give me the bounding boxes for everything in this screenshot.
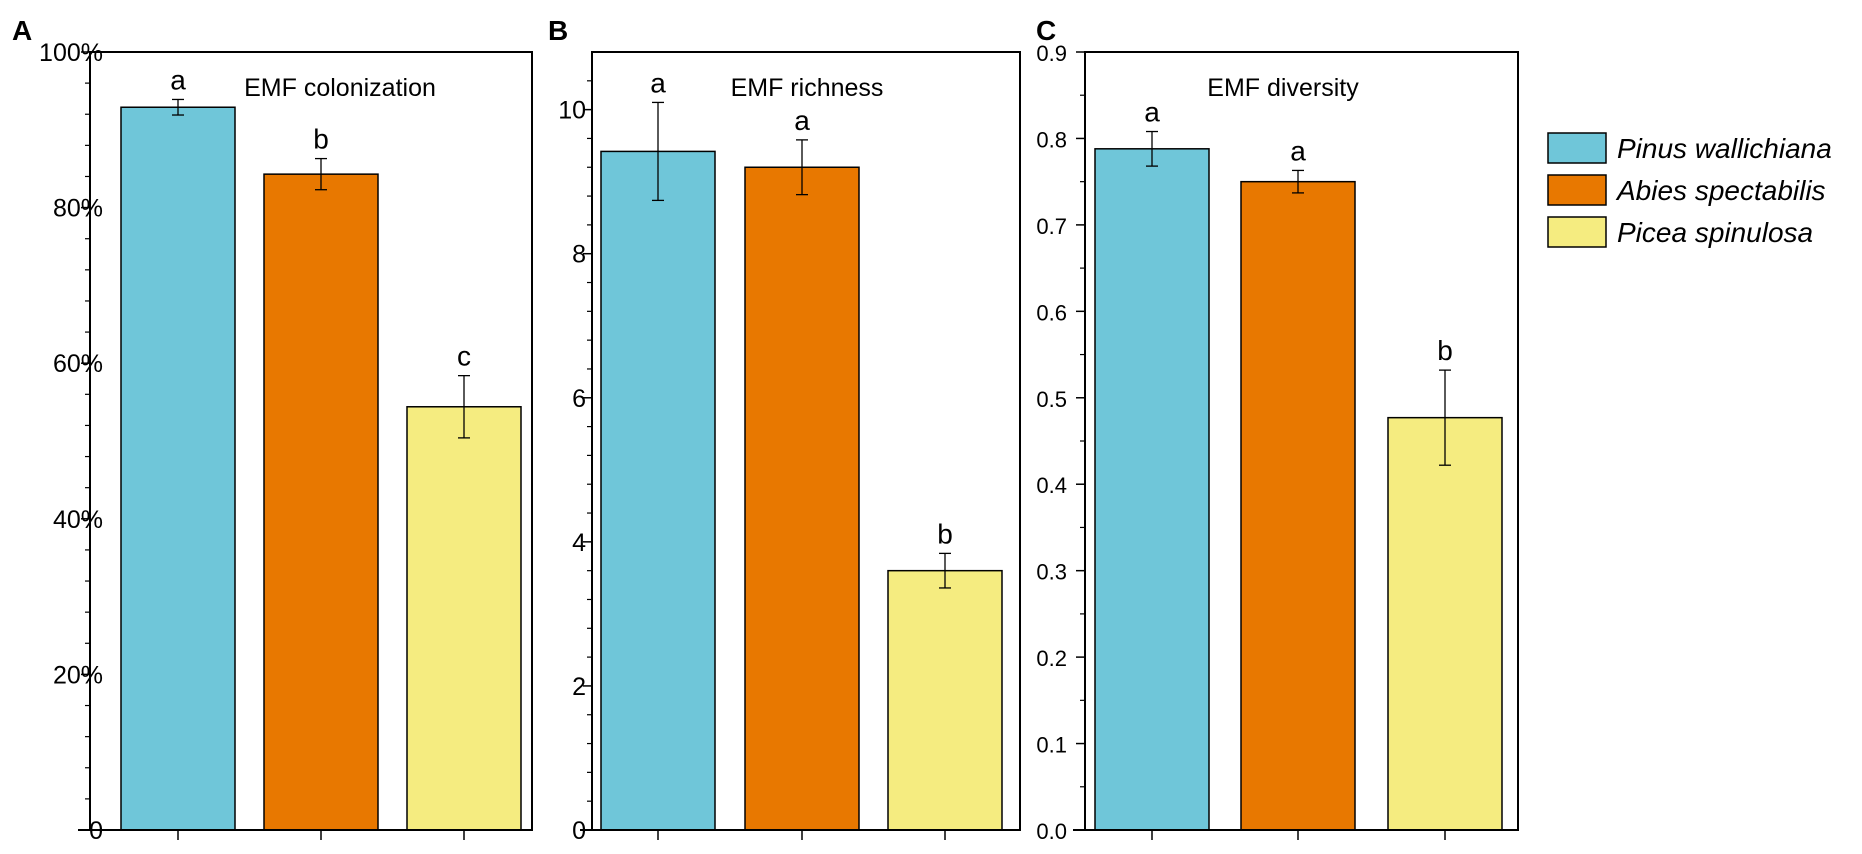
y-tick-label: 6 xyxy=(572,385,586,413)
error-bar-picea-spinulosa xyxy=(458,374,470,439)
y-tick-label: 0.3 xyxy=(1036,560,1067,585)
panel-a: Aa b c 0 20% 40% 60% 80% 100% EMF colonization xyxy=(12,15,533,845)
legend-label: Abies spectabilis xyxy=(1615,175,1826,206)
y-tick-label: 8 xyxy=(572,241,586,269)
panel-letter: B xyxy=(548,15,568,46)
significance-letter: a xyxy=(1144,97,1160,128)
significance-letter: a xyxy=(1290,135,1306,166)
y-tick-label: 20% xyxy=(53,661,103,689)
y-tick-label: 0.0 xyxy=(1036,819,1067,844)
y-tick-label: 4 xyxy=(572,529,586,557)
y-tick-label: 0 xyxy=(89,817,103,845)
bar-picea-spinulosa[interactable] xyxy=(887,569,1003,831)
panel-title: EMF richness xyxy=(731,74,884,102)
bar-picea-spinulosa[interactable] xyxy=(1387,416,1503,831)
y-tick-label: 0 xyxy=(572,817,586,845)
legend-swatch xyxy=(1547,174,1607,206)
panel-b: Ba a b 0 2 4 6 8 10 EMF richness xyxy=(548,15,1021,845)
legend-item-abies-spectabilis[interactable]: Abies spectabilis xyxy=(1547,174,1826,206)
y-tick-label: 0.6 xyxy=(1036,300,1067,325)
y-tick-label: 0.2 xyxy=(1036,646,1067,671)
y-tick-label: 0.7 xyxy=(1036,214,1067,239)
y-tick-label: 2 xyxy=(572,673,586,701)
legend-label: Picea spinulosa xyxy=(1617,217,1813,248)
significance-letter: a xyxy=(170,64,186,95)
error-bar-abies-spectabilis xyxy=(315,157,327,191)
significance-letter: b xyxy=(937,518,953,549)
error-bar-picea-spinulosa xyxy=(939,552,951,589)
error-bar-picea-spinulosa xyxy=(1439,369,1451,466)
y-tick-label: 60% xyxy=(53,350,103,378)
y-tick-label: 0.5 xyxy=(1036,387,1067,412)
y-tick-label: 0.4 xyxy=(1036,473,1067,498)
bar-picea-spinulosa[interactable] xyxy=(406,406,522,831)
y-tick-label: 80% xyxy=(53,195,103,223)
bar-pinus-wallichiana[interactable] xyxy=(600,150,716,831)
panel-title: EMF colonization xyxy=(244,74,436,102)
error-bar-pinus-wallichiana xyxy=(1146,130,1158,167)
significance-letter: a xyxy=(794,105,810,136)
error-bar-pinus-wallichiana xyxy=(172,98,184,116)
y-tick-label: 0.1 xyxy=(1036,733,1067,758)
bar-abies-spectabilis[interactable] xyxy=(263,173,379,831)
bar-abies-spectabilis[interactable] xyxy=(744,166,860,831)
legend-item-pinus-wallichiana[interactable]: Pinus wallichiana xyxy=(1547,132,1832,164)
panel-c: Ca a b 0.0 0.1 0.2 0.3 0.4 0.5 0.6 0.7 0.8 0.9 EMF di… xyxy=(1036,15,1519,844)
legend-swatch xyxy=(1547,132,1607,164)
legend-swatch xyxy=(1547,216,1607,248)
panel-letter: A xyxy=(12,15,32,46)
legend-label: Pinus wallichiana xyxy=(1617,133,1832,164)
legend: Pinus wallichiana Abies spectabilis Picea … xyxy=(1547,132,1832,248)
significance-letter: c xyxy=(457,341,471,372)
significance-letter: b xyxy=(1437,335,1453,366)
y-tick-label: 0.9 xyxy=(1036,41,1067,66)
significance-letter: b xyxy=(313,124,329,155)
y-tick-label: 100% xyxy=(39,39,103,67)
error-bar-abies-spectabilis xyxy=(796,139,808,196)
panel-letter: C xyxy=(1036,15,1056,46)
y-tick-label: 10 xyxy=(558,97,586,125)
y-tick-label: 0.8 xyxy=(1036,127,1067,152)
panel-title: EMF diversity xyxy=(1207,74,1359,102)
error-bar-pinus-wallichiana xyxy=(652,101,664,202)
bar-pinus-wallichiana[interactable] xyxy=(120,106,236,831)
bar-pinus-wallichiana[interactable] xyxy=(1094,148,1210,831)
y-tick-label: 40% xyxy=(53,506,103,534)
significance-letter: a xyxy=(650,67,666,98)
panels-group: Aa b c 0 20% 40% 60% 80% 100% EMF colonization Ba a… xyxy=(12,15,1519,845)
error-bar-abies-spectabilis xyxy=(1292,169,1304,194)
legend-item-picea-spinulosa[interactable]: Picea spinulosa xyxy=(1547,216,1813,248)
bar-abies-spectabilis[interactable] xyxy=(1240,180,1356,831)
